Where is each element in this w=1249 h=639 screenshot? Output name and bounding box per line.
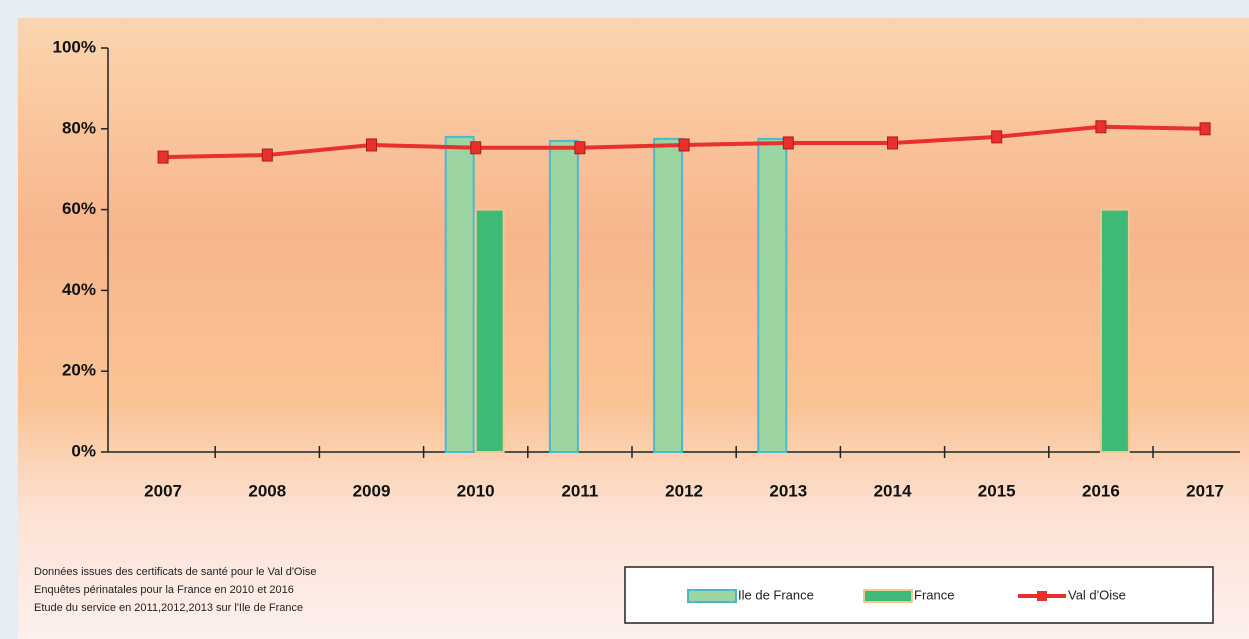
footnote: Données issues des certificats de santé … (34, 566, 317, 578)
y-tick-label: 40% (62, 280, 96, 299)
bar (1099, 208, 1130, 453)
marker (1095, 120, 1107, 134)
x-tick-label: 2015 (978, 481, 1016, 500)
legend-marker (1037, 591, 1047, 601)
legend-label: Ile de France (738, 587, 814, 602)
bar (653, 137, 684, 453)
marker (470, 141, 482, 155)
marker (157, 150, 169, 164)
marker (574, 141, 586, 155)
legend-label: Val d'Oise (1068, 587, 1126, 602)
marker (261, 148, 273, 162)
x-tick-label: 2008 (248, 481, 286, 500)
x-tick-label: 2012 (665, 481, 703, 500)
x-tick-label: 2016 (1082, 481, 1120, 500)
legend-swatch (687, 589, 737, 603)
bar (548, 139, 579, 453)
bar (474, 208, 505, 453)
y-tick-label: 80% (62, 118, 96, 137)
y-tick-label: 20% (62, 361, 96, 380)
x-tick-label: 2009 (353, 481, 391, 500)
marker (366, 138, 377, 152)
x-tick-label: 2017 (1186, 481, 1224, 500)
plot-background (18, 18, 1249, 639)
y-tick-label: 100% (53, 37, 96, 56)
x-tick-label: 2010 (457, 481, 495, 500)
legend-swatch (863, 589, 913, 603)
marker (887, 136, 898, 150)
marker (1199, 122, 1211, 136)
legend-label: France (914, 587, 954, 602)
footnote: Etude du service en 2011,2012,2013 sur l… (34, 602, 303, 614)
y-tick-label: 0% (71, 441, 96, 460)
bar (757, 137, 788, 453)
marker (678, 138, 690, 152)
x-tick-label: 2014 (874, 481, 912, 500)
bar (444, 135, 475, 453)
x-tick-label: 2013 (769, 481, 807, 500)
y-tick-label: 60% (62, 199, 96, 218)
footnote: Enquêtes périnatales pour la France en 2… (34, 584, 294, 596)
marker (782, 136, 794, 150)
x-tick-label: 2011 (561, 481, 598, 500)
marker (991, 130, 1003, 144)
x-tick-label: 2007 (144, 481, 182, 500)
